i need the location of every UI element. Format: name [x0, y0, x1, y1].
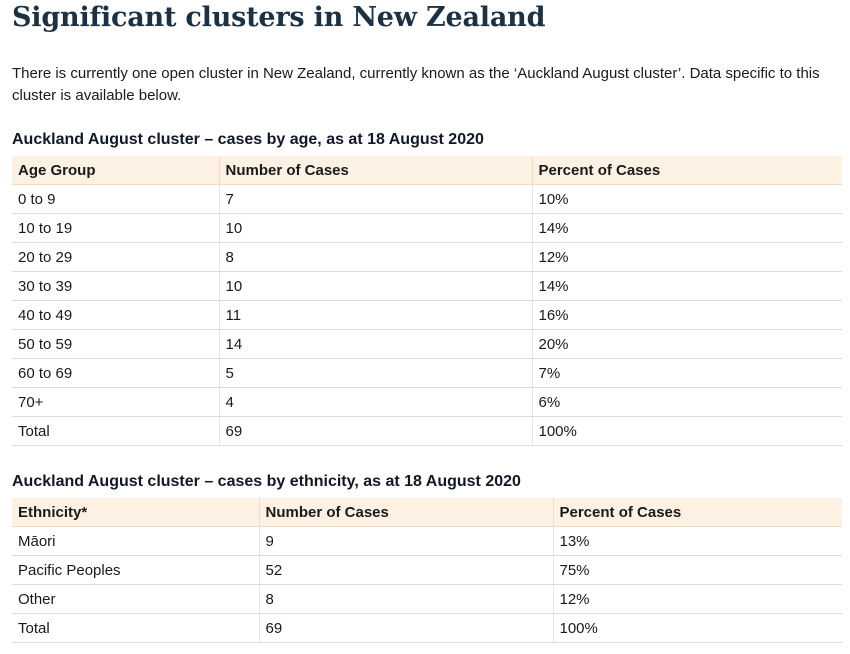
table-cell: 10 — [218, 213, 532, 243]
table-cell: 0 to 9 — [12, 184, 219, 214]
table-cell: 10 — [218, 271, 532, 301]
table-row: 20 to 29 8 12% — [12, 242, 842, 272]
table-cell: 13% — [552, 526, 842, 556]
table-cell: 12% — [531, 242, 842, 272]
table-cell: 60 to 69 — [12, 358, 219, 388]
table-row: 60 to 69 5 7% — [12, 358, 842, 388]
table-row: 70+ 4 6% — [12, 387, 842, 417]
column-header-number-of-cases: Number of Cases — [218, 156, 532, 185]
column-header-percent-of-cases: Percent of Cases — [531, 156, 842, 185]
table-cell: 9 — [258, 526, 553, 556]
table-cell: 50 to 59 — [12, 329, 219, 359]
column-header-percent-of-cases: Percent of Cases — [552, 498, 842, 527]
table-cell: 8 — [218, 242, 532, 272]
table-cell: 52 — [258, 555, 553, 585]
table-row-total: Total 69 100% — [12, 416, 842, 446]
table-cell: 5 — [218, 358, 532, 388]
table-cell: Pacific Peoples — [12, 555, 259, 585]
age-table-heading: Auckland August cluster – cases by age, … — [12, 131, 484, 148]
table-cell: 11 — [218, 300, 532, 330]
table-cell: 8 — [258, 584, 553, 614]
table-header-row: Ethnicity* Number of Cases Percent of Ca… — [12, 498, 842, 527]
table-cell: 75% — [552, 555, 842, 585]
table-row: 40 to 49 11 16% — [12, 300, 842, 330]
table-row: 30 to 39 10 14% — [12, 271, 842, 301]
table-cell: 100% — [531, 416, 842, 446]
table-row: Pacific Peoples 52 75% — [12, 555, 842, 585]
table-cell: 10% — [531, 184, 842, 214]
table-cell: 40 to 49 — [12, 300, 219, 330]
ethnicity-table: Ethnicity* Number of Cases Percent of Ca… — [12, 498, 842, 643]
column-header-number-of-cases: Number of Cases — [258, 498, 553, 527]
table-row: 10 to 19 10 14% — [12, 213, 842, 243]
column-header-ethnicity: Ethnicity* — [12, 498, 259, 527]
table-cell: 20 to 29 — [12, 242, 219, 272]
column-header-age-group: Age Group — [12, 156, 219, 185]
table-row: Māori 9 13% — [12, 526, 842, 556]
table-cell: Māori — [12, 526, 259, 556]
table-row: Other 8 12% — [12, 584, 842, 614]
table-cell: 100% — [552, 613, 842, 643]
table-cell: 6% — [531, 387, 842, 417]
table-cell: 4 — [218, 387, 532, 417]
ethnicity-table-heading: Auckland August cluster – cases by ethni… — [12, 473, 521, 490]
table-cell: Total — [12, 416, 219, 446]
table-cell: 14% — [531, 271, 842, 301]
table-cell: 14% — [531, 213, 842, 243]
table-header-row: Age Group Number of Cases Percent of Cas… — [12, 156, 842, 185]
table-row: 0 to 9 7 10% — [12, 184, 842, 214]
table-cell: 10 to 19 — [12, 213, 219, 243]
table-cell: 69 — [218, 416, 532, 446]
table-cell: 14 — [218, 329, 532, 359]
intro-paragraph: There is currently one open cluster in N… — [12, 65, 820, 104]
table-cell: 20% — [531, 329, 842, 359]
page-title: Significant clusters in New Zealand — [12, 2, 546, 33]
table-cell: 70+ — [12, 387, 219, 417]
table-cell: Other — [12, 584, 259, 614]
age-table: Age Group Number of Cases Percent of Cas… — [12, 156, 842, 446]
table-cell: 16% — [531, 300, 842, 330]
table-row: 50 to 59 14 20% — [12, 329, 842, 359]
table-cell: 30 to 39 — [12, 271, 219, 301]
table-row-total: Total 69 100% — [12, 613, 842, 643]
table-cell: 7 — [218, 184, 532, 214]
table-cell: Total — [12, 613, 259, 643]
table-cell: 12% — [552, 584, 842, 614]
table-cell: 69 — [258, 613, 553, 643]
table-cell: 7% — [531, 358, 842, 388]
